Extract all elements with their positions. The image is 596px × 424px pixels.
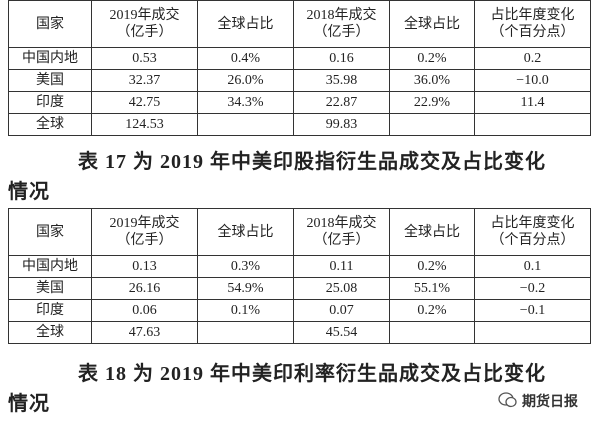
cell: 0.13 bbox=[91, 255, 198, 278]
cell: 26.0% bbox=[197, 69, 294, 92]
cell: 47.63 bbox=[91, 321, 198, 344]
data-table: 国家 2019年成交 （亿手） 全球占比 2018年成交 （亿手） 全球占比 占比年度变化 （个… bbox=[8, 208, 591, 344]
cell bbox=[474, 321, 591, 344]
caption: 表 17 为 2019 年中美印股指衍生品成交及占比变化 bbox=[78, 151, 546, 173]
data-row: 全球 47.63 45.54 bbox=[8, 321, 591, 344]
cell: 0.3% bbox=[197, 255, 294, 278]
data-table: 国家 2019年成交 （亿手） 全球占比 2018年成交 （亿手） 全球占比 占比年度变化 （个… bbox=[8, 0, 591, 136]
cell: 36.0% bbox=[389, 69, 475, 92]
header-text: （亿手） bbox=[116, 233, 173, 248]
header-cell: 全球占比 bbox=[389, 0, 475, 48]
header-text: 占比年度变化 bbox=[490, 216, 575, 231]
header-text: 全球占比 bbox=[404, 16, 460, 32]
header-cell: 全球占比 bbox=[197, 208, 294, 256]
cell: 124.53 bbox=[91, 113, 198, 136]
header-text: 2019年成交 bbox=[109, 216, 180, 231]
header-text: 2019年成交 bbox=[109, 8, 180, 23]
cell: 34.3% bbox=[197, 91, 294, 114]
cell: 0.06 bbox=[91, 299, 198, 322]
cell: 中国内地 bbox=[8, 255, 92, 278]
header-cell: 全球占比 bbox=[197, 0, 294, 48]
cell: 全球 bbox=[8, 321, 92, 344]
cell: −0.2 bbox=[474, 277, 591, 300]
cell: 中国内地 bbox=[8, 47, 92, 70]
header-cell: 国家 bbox=[8, 0, 92, 48]
data-row: 中国内地 0.53 0.4% 0.16 0.2% 0.2 bbox=[8, 47, 591, 70]
cell: 0.1% bbox=[197, 299, 294, 322]
header-cell: 占比年度变化 （个百分点） bbox=[474, 0, 591, 48]
data-row: 美国 32.37 26.0% 35.98 36.0% −10.0 bbox=[8, 69, 591, 92]
cell: 99.83 bbox=[293, 113, 390, 136]
cell: 0.1 bbox=[474, 255, 591, 278]
cell: 0.4% bbox=[197, 47, 294, 70]
cell bbox=[197, 113, 294, 136]
header-text: （亿手） bbox=[313, 25, 370, 40]
data-row: 美国 26.16 54.9% 25.08 55.1% −0.2 bbox=[8, 277, 591, 300]
header-cell: 国家 bbox=[8, 208, 92, 256]
cell bbox=[197, 321, 294, 344]
wechat-icon bbox=[498, 392, 517, 408]
cell bbox=[474, 113, 591, 136]
cell: 0.2% bbox=[389, 255, 475, 278]
cell: −0.1 bbox=[474, 299, 591, 322]
header-text: 全球占比 bbox=[404, 224, 460, 240]
header-text: （个百分点） bbox=[490, 233, 575, 248]
cell: 22.87 bbox=[293, 91, 390, 114]
data-row: 印度 42.75 34.3% 22.87 22.9% 11.4 bbox=[8, 91, 591, 114]
header-text: 占比年度变化 bbox=[490, 8, 575, 23]
header-text: 国家 bbox=[36, 16, 64, 32]
cell: 美国 bbox=[8, 277, 92, 300]
header-text: 2018年成交 bbox=[306, 8, 377, 23]
cell: 11.4 bbox=[474, 91, 591, 114]
cell: 35.98 bbox=[293, 69, 390, 92]
cell: 0.2% bbox=[389, 47, 475, 70]
cell: 0.2% bbox=[389, 299, 475, 322]
cell: 26.16 bbox=[91, 277, 198, 300]
header-cell: 占比年度变化 （个百分点） bbox=[474, 208, 591, 256]
cell: 美国 bbox=[8, 69, 92, 92]
cell: 印度 bbox=[8, 299, 92, 322]
header-cell: 2019年成交 （亿手） bbox=[91, 0, 198, 48]
caption: 情况 bbox=[8, 393, 50, 415]
header-text: 2018年成交 bbox=[306, 216, 377, 231]
cell: 0.11 bbox=[293, 255, 390, 278]
cell: 22.9% bbox=[389, 91, 475, 114]
cell: 55.1% bbox=[389, 277, 475, 300]
cell bbox=[389, 113, 475, 136]
header-cell: 全球占比 bbox=[389, 208, 475, 256]
cell: 0.53 bbox=[91, 47, 198, 70]
caption: 表 18 为 2019 年中美印利率衍生品成交及占比变化 bbox=[78, 363, 546, 385]
cell: 54.9% bbox=[197, 277, 294, 300]
cell: 0.07 bbox=[293, 299, 390, 322]
cell: 25.08 bbox=[293, 277, 390, 300]
header-row: 国家 2019年成交 （亿手） 全球占比 2018年成交 （亿手） 全球占比 占比年度变化 （个… bbox=[8, 208, 591, 256]
caption: 情况 bbox=[8, 181, 50, 203]
header-text: （亿手） bbox=[116, 25, 173, 40]
watermark: 期货日报 bbox=[522, 394, 578, 410]
header-text: （亿手） bbox=[313, 233, 370, 248]
cell: 印度 bbox=[8, 91, 92, 114]
cell bbox=[389, 321, 475, 344]
cell: 0.2 bbox=[474, 47, 591, 70]
cell: 32.37 bbox=[91, 69, 198, 92]
header-text: 国家 bbox=[36, 224, 64, 240]
header-cell: 2019年成交 （亿手） bbox=[91, 208, 198, 256]
data-row: 全球 124.53 99.83 bbox=[8, 113, 591, 136]
header-row: 国家 2019年成交 （亿手） 全球占比 2018年成交 （亿手） 全球占比 占比年度变化 （个… bbox=[8, 0, 591, 48]
header-text: 全球占比 bbox=[217, 224, 274, 240]
cell: 全球 bbox=[8, 113, 92, 136]
cell: 0.16 bbox=[293, 47, 390, 70]
header-cell: 2018年成交 （亿手） bbox=[293, 208, 390, 256]
data-row: 印度 0.06 0.1% 0.07 0.2% −0.1 bbox=[8, 299, 591, 322]
cell: 42.75 bbox=[91, 91, 198, 114]
cell: 45.54 bbox=[293, 321, 390, 344]
cell: −10.0 bbox=[474, 69, 591, 92]
header-text: 全球占比 bbox=[217, 16, 274, 32]
header-cell: 2018年成交 （亿手） bbox=[293, 0, 390, 48]
data-row: 中国内地 0.13 0.3% 0.11 0.2% 0.1 bbox=[8, 255, 591, 278]
header-text: （个百分点） bbox=[490, 25, 575, 40]
